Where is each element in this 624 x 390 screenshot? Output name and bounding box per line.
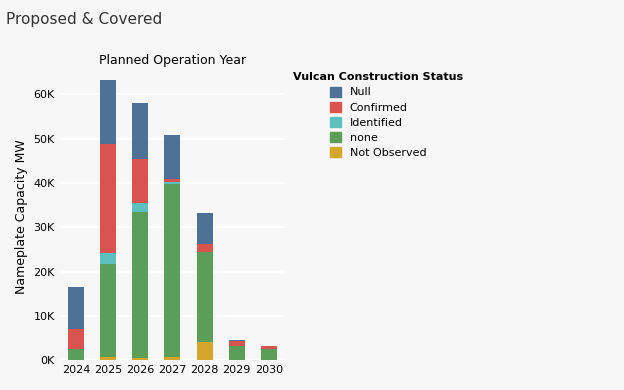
Bar	[100, 253, 116, 264]
Bar	[68, 349, 84, 360]
Bar	[164, 179, 180, 182]
Bar	[132, 358, 149, 360]
Bar	[100, 356, 116, 360]
Bar	[228, 346, 245, 360]
Bar	[132, 203, 149, 212]
Bar	[197, 342, 213, 360]
Bar	[100, 264, 116, 356]
Bar	[68, 287, 84, 329]
Bar	[197, 252, 213, 342]
Bar	[100, 80, 116, 144]
Text: Proposed & Covered: Proposed & Covered	[6, 12, 162, 27]
Title: Planned Operation Year: Planned Operation Year	[99, 54, 246, 67]
Bar	[132, 103, 149, 159]
Bar	[164, 356, 180, 360]
Bar	[164, 184, 180, 356]
Bar	[261, 346, 277, 349]
Bar	[228, 340, 245, 346]
Bar	[68, 329, 84, 349]
Bar	[100, 144, 116, 253]
Y-axis label: Nameplate Capacity MW: Nameplate Capacity MW	[15, 139, 28, 294]
Bar	[164, 135, 180, 179]
Bar	[261, 349, 277, 360]
Legend: Null, Confirmed, Identified, none, Not Observed: Null, Confirmed, Identified, none, Not O…	[293, 72, 463, 158]
Bar	[164, 182, 180, 184]
Bar	[197, 213, 213, 244]
Bar	[132, 159, 149, 203]
Bar	[132, 212, 149, 358]
Bar	[197, 244, 213, 252]
